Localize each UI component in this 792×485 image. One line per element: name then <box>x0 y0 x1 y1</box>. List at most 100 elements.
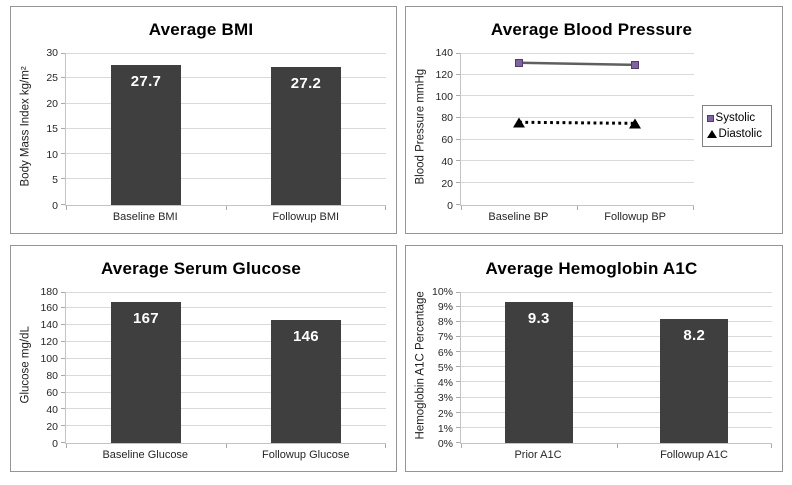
y-tick-mark <box>61 307 65 309</box>
x-tick-mark <box>66 205 67 210</box>
y-tick-label: 80 <box>441 112 453 125</box>
y-tick-mark <box>61 127 65 129</box>
y-tick-label: 5% <box>437 361 453 374</box>
legend-label: Systolic <box>715 112 756 124</box>
triangle-marker <box>629 118 642 129</box>
y-tick-label: 20 <box>441 177 453 190</box>
chart-title: Average BMI <box>148 20 254 39</box>
chart-body: Blood Pressure mmHg 0 20 40 60 80 100 120 140 S… <box>411 43 772 226</box>
y-tick-label: 25 <box>46 72 58 85</box>
triangle-marker <box>513 117 526 128</box>
gridline <box>461 396 772 398</box>
y-tick-label: 5 <box>52 174 58 187</box>
gridline <box>66 425 386 427</box>
y-tick-mark <box>456 116 460 118</box>
bar: 146 <box>270 320 342 443</box>
bar-value-label: 27.7 <box>130 72 162 90</box>
gridline <box>66 324 386 326</box>
y-tick-mark <box>456 138 460 140</box>
bar: 9.3 <box>504 302 573 443</box>
legend: Systolic Diastolic <box>701 105 772 147</box>
x-category-label: Baseline BP <box>488 210 549 223</box>
y-tick-mark <box>61 391 65 393</box>
square-marker <box>515 58 524 67</box>
y-tick-label: 0% <box>437 438 453 450</box>
x-category-label: Followup BMI <box>272 210 340 223</box>
chart-title: Average Hemoglobin A1C <box>485 258 698 278</box>
y-tick-mark <box>61 442 65 443</box>
legend-square-icon <box>706 114 714 122</box>
x-axis-labels: Baseline BMI Followup BMI <box>65 206 386 226</box>
gridline <box>66 341 386 342</box>
y-tick-label: 100 <box>435 90 453 103</box>
chart-body: Glucose mg/dL 0 20 40 60 80 100 120 140 160 180 1… <box>16 282 386 465</box>
gridline <box>461 291 772 293</box>
y-axis-label: Hemoglobin A1C Percentage <box>414 290 427 439</box>
bar: 167 <box>110 302 182 443</box>
y-tick-mark <box>61 178 65 180</box>
panel-average-blood-pressure: Average Blood Pressure Blood Pressure mm… <box>405 6 783 234</box>
y-tick-label: 10 <box>46 148 58 161</box>
y-tick-label: 80 <box>46 370 58 383</box>
y-tick-mark <box>456 305 460 307</box>
y-tick-label: 4% <box>437 377 453 389</box>
y-tick-label: 8% <box>437 316 453 328</box>
x-axis-labels: Baseline Glucose Followup Glucose <box>65 444 386 464</box>
y-tick-label: 20 <box>46 421 58 434</box>
y-tick-label: 2% <box>437 407 453 420</box>
gridline <box>461 320 772 322</box>
bar: 8.2 <box>660 318 729 443</box>
y-tick-label: 10% <box>431 285 453 298</box>
legend-item: Diastolic <box>706 126 762 142</box>
x-tick-mark <box>461 205 462 210</box>
y-tick-label: 0 <box>447 199 453 212</box>
plot-row: 0 20 40 60 80 100 120 140 Systolic Diastolic <box>430 47 772 212</box>
gridline <box>461 305 772 307</box>
plot-area: 9.3 8.2 <box>456 291 772 448</box>
legend-triangle-icon <box>706 130 717 138</box>
gridline <box>66 291 386 293</box>
y-tick-mark <box>456 396 460 398</box>
y-tick-label: 0 <box>52 438 58 450</box>
bar-value-label: 27.2 <box>290 75 322 93</box>
y-tick-label: 120 <box>40 336 58 349</box>
bar: 27.7 <box>110 64 182 205</box>
x-tick-mark <box>226 444 227 448</box>
gridline <box>66 391 386 393</box>
x-tick-mark <box>577 205 579 210</box>
chart-title: Average Serum Glucose <box>100 258 302 278</box>
plot-column: 0% 1% 2% 3% 4% 5% 6% 7% 8% 9% 10% 9.3 8.2 Prior A1C… <box>430 282 772 465</box>
y-tick-mark <box>61 357 65 359</box>
y-axis-ticks: 0 5 10 15 20 25 30 <box>35 47 65 212</box>
bar-value-label: 8.2 <box>683 326 706 344</box>
gridline <box>461 366 772 368</box>
plot-row: 0 20 40 60 80 100 120 140 160 180 167 146 <box>35 286 386 451</box>
x-category-label: Followup Glucose <box>262 449 350 461</box>
x-category-label: Prior A1C <box>514 449 562 461</box>
gridline <box>66 127 386 129</box>
gridline <box>461 381 772 383</box>
x-tick-mark <box>771 444 772 448</box>
y-tick-label: 60 <box>46 387 58 400</box>
y-tick-label: 15 <box>46 123 58 136</box>
y-tick-label: 20 <box>46 97 58 110</box>
x-tick-mark <box>616 444 618 448</box>
y-tick-label: 30 <box>46 47 58 59</box>
line-series <box>519 61 636 125</box>
legend-item: Systolic <box>706 110 762 126</box>
y-tick-mark <box>456 53 460 54</box>
y-tick-label: 1% <box>437 422 453 435</box>
gridline <box>461 160 694 162</box>
y-tick-mark <box>61 324 65 326</box>
gridline <box>66 102 386 104</box>
y-tick-mark <box>61 341 65 342</box>
y-axis-ticks: 0 20 40 60 80 100 120 140 160 180 <box>35 286 65 451</box>
x-axis-labels: Baseline BP Followup BP <box>460 206 694 226</box>
y-tick-label: 160 <box>40 302 58 315</box>
gridline <box>66 408 386 410</box>
y-tick-mark <box>456 426 460 428</box>
plot-area <box>456 53 694 210</box>
y-tick-mark <box>456 73 460 75</box>
y-tick-mark <box>456 381 460 383</box>
panel-average-hemoglobin-a1c: Average Hemoglobin A1C Hemoglobin A1C Pe… <box>405 244 783 472</box>
